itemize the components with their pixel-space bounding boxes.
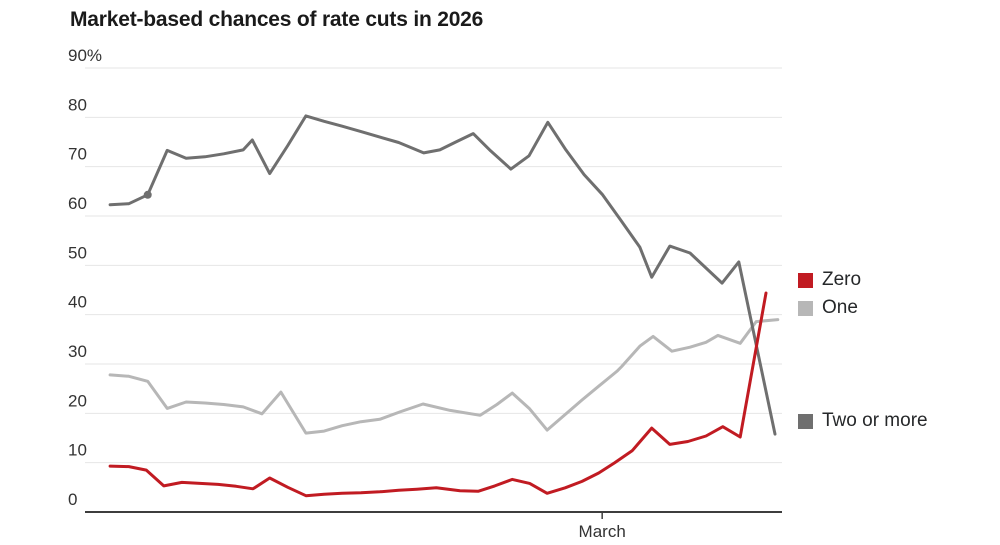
y-tick-label-90: 90% — [68, 46, 102, 65]
y-tick-label-70: 70 — [68, 145, 87, 164]
y-tick-label-10: 10 — [68, 441, 87, 460]
chart-title: Market-based chances of rate cuts in 202… — [70, 8, 484, 31]
y-tick-label-0: 0 — [68, 490, 77, 509]
y-tick-label-80: 80 — [68, 95, 87, 114]
legend-label-two-or-more: Two or more — [822, 410, 928, 431]
legend-swatch-two-or-more-icon — [798, 413, 813, 429]
series-line-two-or-more — [108, 114, 777, 436]
legend-swatch-zero-icon — [798, 272, 813, 288]
series-line-one — [108, 318, 780, 435]
y-tick-label-50: 50 — [68, 243, 87, 262]
legend-swatch-one-icon — [798, 300, 813, 316]
y-tick-label-30: 30 — [68, 342, 87, 361]
x-tick-label-march: March — [579, 522, 626, 541]
y-tick-label-60: 60 — [68, 194, 87, 213]
legend-item-one: One — [798, 297, 858, 319]
legend-item-two-or-more: Two or more — [798, 410, 928, 432]
legend-label-one: One — [822, 297, 858, 318]
series-marker-two-or-more — [143, 190, 152, 199]
y-tick-label-40: 40 — [68, 293, 87, 312]
legend-item-zero: Zero — [798, 269, 861, 291]
legend-label-zero: Zero — [822, 269, 862, 290]
series-line-zero — [108, 291, 768, 498]
y-tick-label-20: 20 — [68, 391, 87, 410]
